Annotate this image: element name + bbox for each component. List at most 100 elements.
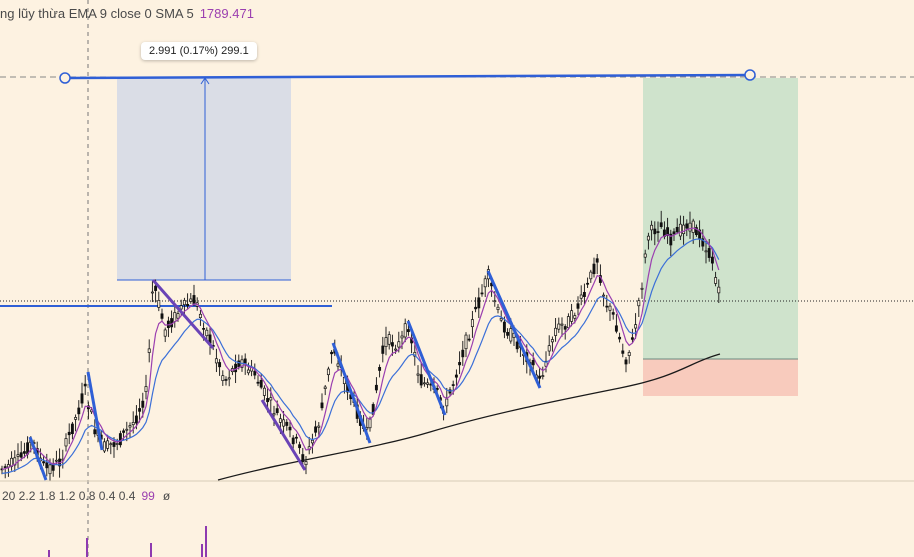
- candle-body: [3, 466, 7, 468]
- candle-body: [643, 253, 647, 258]
- candle-body: [138, 408, 142, 412]
- loss-zone[interactable]: [643, 359, 798, 396]
- candle-body: [147, 348, 151, 353]
- candle-body: [182, 300, 186, 306]
- candle-body: [480, 292, 484, 295]
- candle-body: [499, 318, 503, 321]
- volume-legend-text: 20 2.2 1.8 1.2 0.8 0.4 0.4: [2, 489, 136, 503]
- candle-body: [694, 227, 698, 236]
- candle-body: [205, 329, 209, 337]
- candle-body: [640, 287, 644, 290]
- zigzag-blue-5: [28, 436, 48, 481]
- candle-body: [179, 305, 183, 310]
- volume-layer: [48, 526, 207, 557]
- candle-body: [310, 439, 314, 444]
- candle-body: [134, 415, 138, 424]
- candle-body: [560, 323, 564, 326]
- candle-body: [627, 352, 631, 356]
- candle-body: [131, 422, 135, 426]
- profit-zone[interactable]: [643, 78, 798, 359]
- candle-body: [653, 228, 657, 235]
- candle-body: [298, 444, 302, 449]
- candle-body: [314, 426, 318, 433]
- candle-body: [122, 430, 126, 433]
- candle-body: [381, 345, 385, 354]
- candle-body: [301, 454, 305, 462]
- candle-body: [547, 345, 551, 352]
- candle-body: [602, 294, 606, 297]
- candle-body: [538, 375, 542, 379]
- candle-body: [394, 348, 398, 351]
- candle-body: [582, 292, 586, 297]
- zigzag-layer: [28, 270, 542, 481]
- candle-body: [163, 329, 167, 337]
- ema-fast-line: [1, 227, 720, 470]
- candle-body: [246, 369, 250, 374]
- candle-body: [291, 437, 295, 445]
- candle-body: [115, 443, 119, 445]
- candle-body: [691, 220, 695, 233]
- candle-body: [704, 250, 708, 253]
- candle-body: [682, 224, 686, 235]
- candle-body: [378, 367, 382, 371]
- zigzag-blue-2: [331, 342, 372, 444]
- candle-body: [515, 341, 519, 350]
- candle-body: [541, 375, 545, 377]
- candle-body: [336, 363, 340, 367]
- candle-body: [67, 431, 71, 436]
- measure-zone[interactable]: [117, 78, 291, 280]
- candle-body: [458, 362, 462, 366]
- candle-body: [646, 235, 650, 241]
- candle-body: [685, 223, 689, 229]
- candle-body: [70, 423, 74, 435]
- candle-body: [330, 351, 334, 355]
- volume-bar: [86, 538, 88, 557]
- candle-body: [400, 335, 404, 339]
- candle-body: [282, 419, 286, 427]
- candle-body: [406, 329, 410, 333]
- volume-bar: [201, 544, 203, 557]
- candle-body: [112, 442, 116, 447]
- candle-body: [675, 226, 679, 233]
- candle-body: [157, 300, 161, 308]
- candle-body: [650, 224, 654, 231]
- candle-body: [397, 341, 401, 348]
- long-ma-line: [217, 353, 721, 481]
- candle-body: [630, 337, 634, 340]
- candle-body: [176, 313, 180, 319]
- candle-body: [714, 277, 718, 284]
- candle-body: [198, 313, 202, 319]
- candle-body: [54, 459, 58, 462]
- candle-body: [83, 383, 87, 387]
- candle-body: [707, 248, 711, 258]
- candle-body: [125, 428, 129, 431]
- indicator-legend-text: ng lũy thừa EMA 9 close 0 SMA 5: [0, 6, 194, 21]
- top-trend-line[interactable]: [64, 73, 751, 80]
- candle-body: [493, 300, 497, 303]
- candle-body: [576, 303, 580, 309]
- candle-body: [326, 368, 330, 376]
- candle-body: [128, 425, 132, 428]
- candle-body: [419, 374, 423, 386]
- candle-body: [259, 380, 263, 388]
- candle-body: [374, 384, 378, 391]
- candle-body: [614, 325, 618, 332]
- candle-body: [467, 338, 471, 341]
- candle-body: [320, 402, 324, 409]
- candle-body: [611, 312, 615, 315]
- candle-body: [74, 417, 78, 420]
- candle-body: [618, 336, 622, 340]
- candle-body: [550, 339, 554, 343]
- candle-body: [544, 360, 548, 367]
- candle-body: [93, 429, 97, 435]
- candle-body: [634, 324, 638, 329]
- candle-body: [170, 318, 174, 328]
- candle-body: [451, 384, 455, 386]
- candle-body: [77, 407, 81, 415]
- top-line-handle-right[interactable]: [744, 69, 756, 81]
- top-line-handle-left[interactable]: [59, 72, 71, 84]
- candle-body: [605, 305, 609, 308]
- volume-bar: [150, 543, 152, 557]
- candle-body: [621, 350, 625, 354]
